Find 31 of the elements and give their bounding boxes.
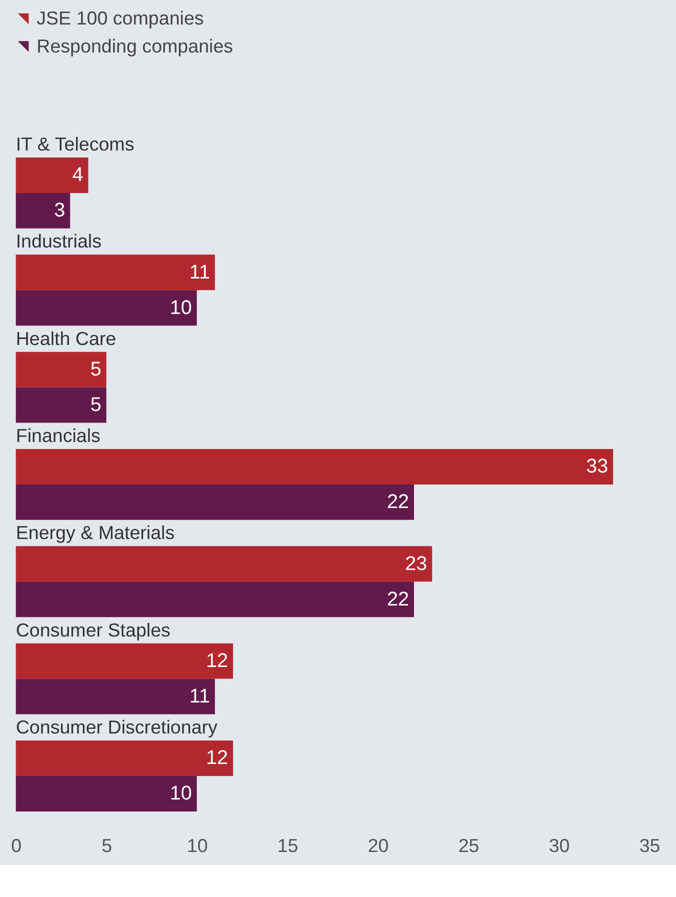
data-label: 33 — [586, 456, 608, 478]
x-tick-label: 20 — [368, 835, 389, 856]
x-tick-label: 30 — [548, 835, 570, 856]
legend-label: Responding companies — [36, 35, 234, 56]
data-label: 10 — [170, 782, 192, 805]
data-label: 3 — [54, 200, 66, 222]
data-label: 11 — [189, 261, 210, 284]
data-label: 23 — [405, 552, 428, 575]
y-tick-label: Health Care — [16, 328, 116, 349]
x-tick-label: 15 — [277, 835, 298, 856]
y-tick-label: Financials — [16, 425, 100, 446]
x-tick-label: 0 — [11, 835, 22, 856]
x-tick-label: 5 — [102, 835, 112, 856]
y-tick-label: Energy & Materials — [16, 522, 175, 544]
data-label: 5 — [90, 358, 102, 380]
x-tick-label: 35 — [639, 835, 660, 856]
y-tick-label: Industrials — [16, 230, 102, 252]
y-tick-label: IT & Telecoms — [16, 134, 134, 155]
data-label: 11 — [189, 685, 210, 708]
data-label: 22 — [387, 588, 410, 610]
data-label: 12 — [206, 650, 228, 672]
data-label: 5 — [90, 394, 102, 416]
data-label: 22 — [387, 491, 410, 514]
y-tick-label: Consumer Discretionary — [16, 716, 218, 738]
legend-label: JSE 100 companies — [36, 8, 204, 29]
data-label: 10 — [170, 296, 192, 319]
x-tick-label: 25 — [458, 835, 480, 856]
data-label: 12 — [206, 747, 228, 770]
data-label: 4 — [72, 164, 84, 186]
y-tick-label: Consumer Staples — [16, 619, 170, 640]
x-tick-label: 10 — [186, 835, 208, 856]
